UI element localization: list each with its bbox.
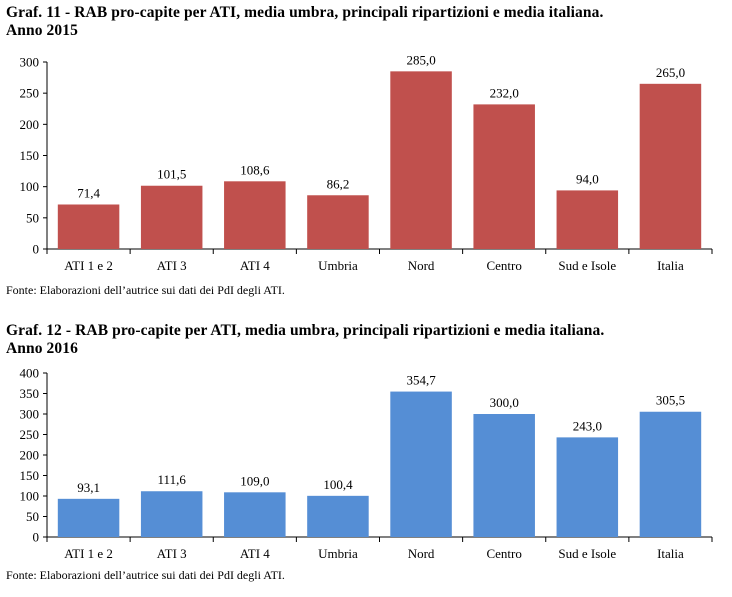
- value-label: 305,5: [656, 393, 685, 408]
- bar: [57, 204, 120, 249]
- y-tick-label: 0: [33, 530, 40, 545]
- y-tick-label: 150: [20, 148, 40, 163]
- y-tick-label: 0: [33, 242, 40, 257]
- bar-chart-2016: 0 50 100 150 200 250 300 350 400 93,1 ATI 1 e 2 111…: [20, 366, 713, 561]
- value-label: 111,6: [158, 472, 187, 487]
- y-tick-label: 400: [20, 366, 40, 381]
- category-label: ATI 3: [157, 546, 187, 561]
- y-tick-label: 50: [26, 509, 39, 524]
- category-label: ATI 4: [240, 546, 270, 561]
- bar: [556, 437, 619, 537]
- bar: [556, 190, 619, 249]
- bar: [473, 414, 535, 537]
- value-label: 101,5: [157, 167, 186, 182]
- value-label: 94,0: [576, 171, 599, 186]
- bar: [140, 491, 203, 537]
- y-tick-label: 200: [20, 117, 40, 132]
- chart-title: Graf. 12 - RAB pro-capite per ATI, media…: [6, 322, 726, 358]
- bar: [224, 492, 286, 537]
- bar: [140, 185, 203, 249]
- category-label: Sud e Isole: [558, 546, 616, 561]
- value-label: 86,2: [327, 176, 350, 191]
- y-tick-label: 250: [20, 86, 40, 101]
- bar-chart-2015: 0 50 100 150 200 250 300 71,4 ATI 1 e 2 101,5 ATI …: [20, 52, 713, 273]
- category-label: Umbria: [318, 546, 358, 561]
- y-tick-label: 150: [20, 468, 40, 483]
- category-label: Nord: [408, 258, 435, 273]
- value-label: 300,0: [490, 395, 519, 410]
- y-tick-label: 300: [20, 407, 40, 422]
- category-label: ATI 1 e 2: [64, 258, 113, 273]
- value-label: 93,1: [77, 480, 100, 495]
- bar: [639, 411, 702, 537]
- value-label: 108,6: [240, 162, 270, 177]
- y-tick-label: 300: [20, 55, 40, 70]
- bar: [307, 195, 369, 249]
- bar: [473, 104, 535, 250]
- category-label: ATI 1 e 2: [64, 546, 113, 561]
- category-label: Centro: [486, 546, 521, 561]
- bar: [390, 391, 452, 537]
- y-tick-label: 50: [26, 210, 39, 225]
- category-label: Italia: [657, 258, 684, 273]
- value-label: 109,0: [240, 473, 269, 488]
- value-label: 100,4: [323, 477, 353, 492]
- chart-block-2016: Graf. 12 - RAB pro-capite per ATI, media…: [0, 318, 732, 597]
- chart-title-line1: Graf. 11 - RAB pro-capite per ATI, media…: [6, 4, 604, 21]
- source-note: Fonte: Elaborazioni dell’autrice sui dat…: [6, 283, 285, 297]
- category-label: Centro: [486, 258, 521, 273]
- chart-block-2015: Graf. 11 - RAB pro-capite per ATI, media…: [6, 4, 726, 297]
- bar: [390, 71, 452, 249]
- category-label: Nord: [408, 546, 435, 561]
- category-label: Italia: [657, 546, 684, 561]
- bar: [639, 83, 702, 249]
- chart-title-line2: Anno 2016: [6, 340, 78, 357]
- y-tick-label: 350: [20, 386, 40, 401]
- category-label: ATI 4: [240, 258, 270, 273]
- value-label: 354,7: [406, 373, 436, 388]
- value-label: 265,0: [656, 65, 685, 80]
- chart-title-line1: Graf. 12 - RAB pro-capite per ATI, media…: [6, 322, 605, 339]
- value-label: 285,0: [406, 52, 435, 67]
- y-tick-label: 250: [20, 427, 40, 442]
- value-label: 71,4: [77, 185, 100, 200]
- bar: [224, 181, 286, 249]
- category-label: Sud e Isole: [558, 258, 616, 273]
- chart-title-line2: Anno 2015: [6, 22, 78, 39]
- category-label: Umbria: [318, 258, 358, 273]
- value-label: 232,0: [490, 85, 519, 100]
- y-tick-label: 100: [20, 179, 40, 194]
- source-note: Fonte: Elaborazioni dell’autrice sui dat…: [6, 568, 285, 582]
- y-tick-label: 200: [20, 448, 40, 463]
- category-label: ATI 3: [157, 258, 187, 273]
- bar: [57, 498, 120, 537]
- y-tick-label: 100: [20, 489, 40, 504]
- bar: [307, 495, 369, 537]
- value-label: 243,0: [573, 418, 602, 433]
- chart-title: Graf. 11 - RAB pro-capite per ATI, media…: [6, 4, 726, 40]
